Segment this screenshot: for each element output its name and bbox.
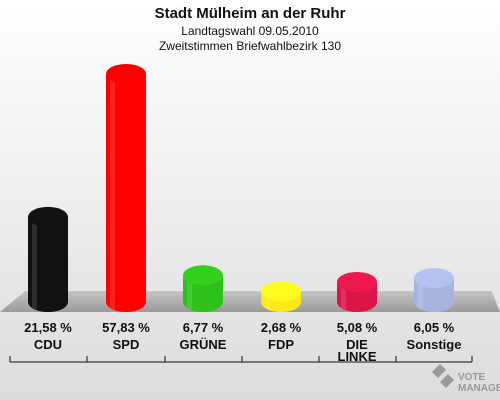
- category-label-5-0: Sonstige: [407, 337, 462, 352]
- category-label-1-0: SPD: [113, 337, 140, 352]
- bar-top: [261, 281, 301, 302]
- bars-group: [28, 64, 454, 312]
- vote-manager-logo: VOTE MANAGER: [432, 364, 500, 394]
- category-label-4-1: LINKE: [338, 349, 377, 364]
- bar-highlight: [187, 275, 192, 310]
- bar-1: [106, 64, 146, 312]
- chart-subtitle-district: Zweitstimmen Briefwahlbezirk 130: [159, 39, 341, 53]
- bar-top: [28, 206, 68, 227]
- bar-top: [414, 268, 454, 289]
- bar-body: [106, 74, 146, 312]
- bar-top: [183, 265, 223, 286]
- bar-highlight: [110, 74, 115, 310]
- logo-line2: MANAGER: [458, 383, 500, 394]
- bar-body: [183, 275, 223, 312]
- category-label-3-0: FDP: [268, 337, 294, 352]
- logo-line1: VOTE: [458, 372, 486, 383]
- bar-top: [106, 64, 146, 84]
- chart-title: Stadt Mülheim an der Ruhr: [155, 5, 346, 22]
- bar-body: [28, 216, 68, 312]
- value-label-1: 57,83 %: [102, 320, 150, 335]
- bar-highlight: [418, 278, 423, 310]
- bar-top: [337, 271, 377, 292]
- value-label-0: 21,58 %: [24, 320, 72, 335]
- bar-highlight: [32, 216, 37, 310]
- value-labels-group: 21,58 % 57,83 % 6,77 % 2,68 % 5,08 % 6,05 %: [24, 320, 455, 335]
- logo-mark-icon: [432, 364, 454, 388]
- value-label-5: 6,05 %: [414, 320, 455, 335]
- bar-2: [183, 265, 223, 312]
- bar-5: [414, 268, 454, 312]
- value-label-4: 5,08 %: [337, 320, 378, 335]
- category-label-0-0: CDU: [34, 337, 62, 352]
- category-label-4-0: DIE: [346, 337, 368, 352]
- bar-0: [28, 206, 68, 312]
- bar-3: [261, 281, 301, 312]
- category-axis-ticks: [9, 356, 473, 362]
- value-label-3: 2,68 %: [261, 320, 302, 335]
- chart-subtitle-date: Landtagswahl 09.05.2010: [181, 24, 319, 38]
- category-label-2-0: GRÜNE: [180, 337, 227, 352]
- bar-4: [337, 271, 377, 312]
- value-label-2: 6,77 %: [183, 320, 224, 335]
